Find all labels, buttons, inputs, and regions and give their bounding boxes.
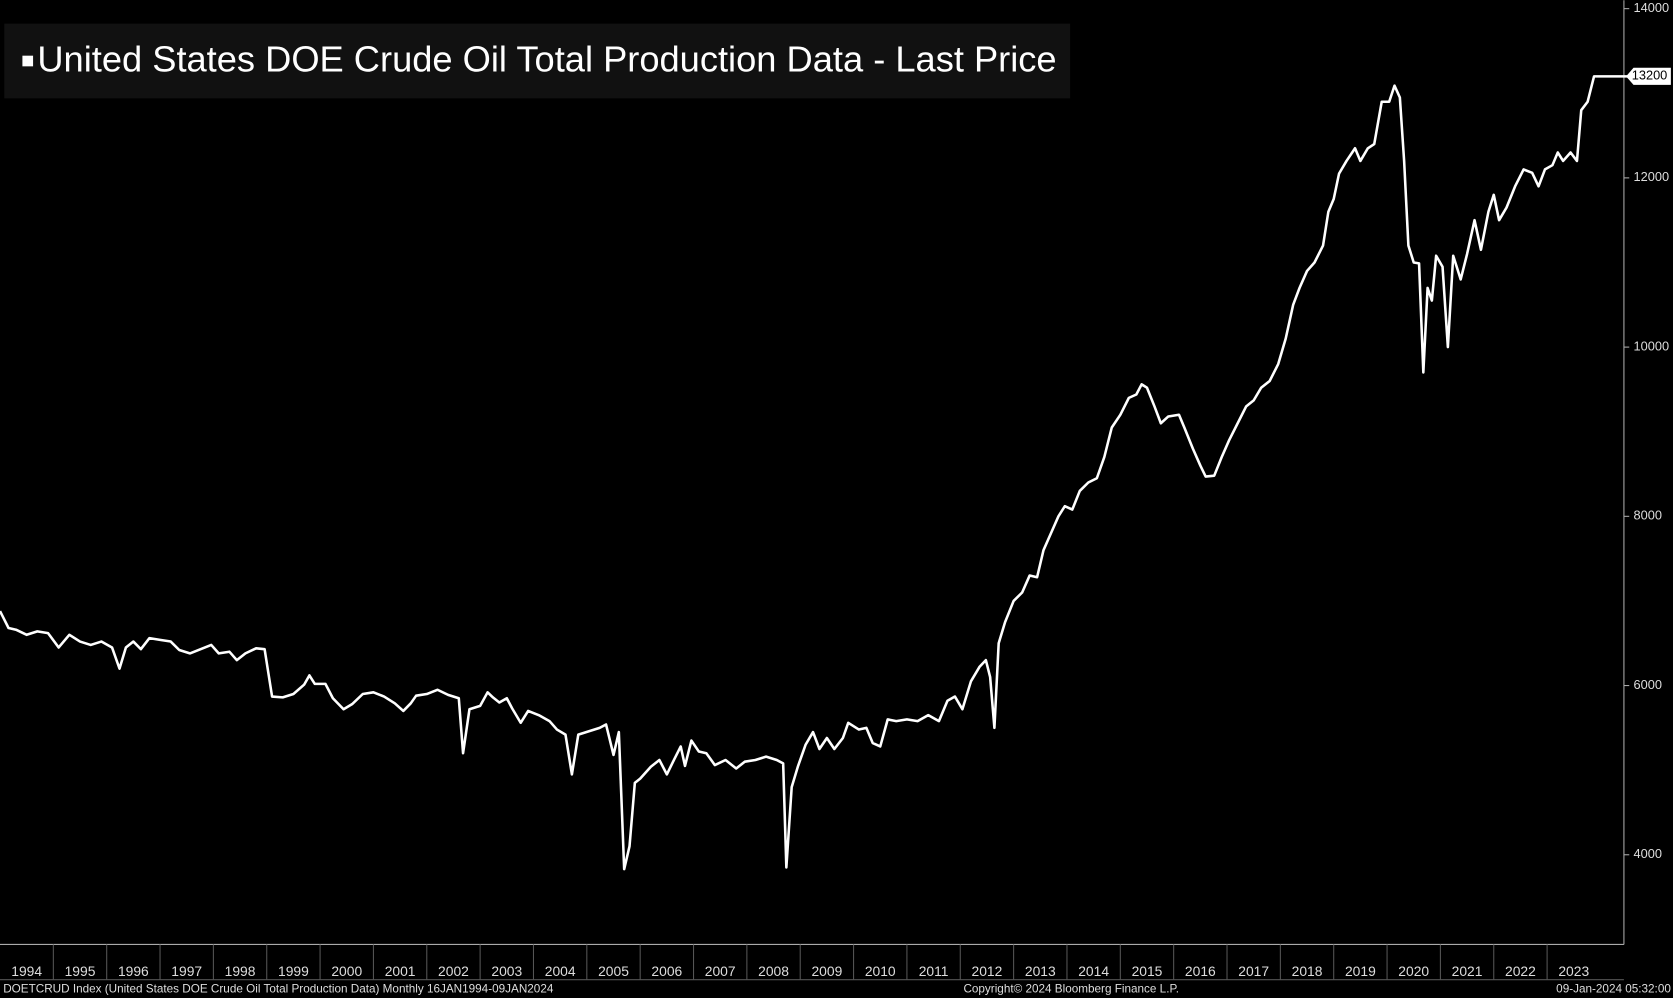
x-tick-label: 1998 [225, 963, 256, 979]
x-tick-label: 2018 [1292, 963, 1323, 979]
x-tick-label: 2013 [1025, 963, 1056, 979]
footer-center: Copyright© 2024 Bloomberg Finance L.P. [963, 982, 1179, 995]
x-tick-label: 2006 [651, 963, 682, 979]
x-tick-label: 2021 [1452, 963, 1483, 979]
x-tick-label: 2002 [438, 963, 469, 979]
footer-left: DOETCRUD Index (United States DOE Crude … [3, 982, 554, 995]
x-tick-label: 2012 [972, 963, 1003, 979]
footer-right: 09-Jan-2024 05:32:00 [1556, 982, 1671, 995]
price-line [0, 75, 1630, 871]
x-tick-label: 2008 [758, 963, 789, 979]
y-tick-label: 14000 [1634, 0, 1670, 15]
x-tick-label: 1994 [11, 963, 42, 979]
x-tick-label: 2004 [545, 963, 576, 979]
x-tick-label: 2019 [1345, 963, 1376, 979]
x-tick-label: 1999 [278, 963, 309, 979]
y-tick-label: 10000 [1634, 338, 1670, 353]
x-tick-label: 1997 [171, 963, 202, 979]
x-tick-label: 2014 [1078, 963, 1109, 979]
last-price-label: 13200 [1632, 68, 1668, 83]
legend-swatch [22, 55, 34, 67]
x-tick-label: 2007 [705, 963, 736, 979]
y-tick-label: 6000 [1634, 677, 1662, 692]
x-tick-label: 2005 [598, 963, 629, 979]
x-tick-label: 2020 [1398, 963, 1429, 979]
x-tick-label: 2017 [1238, 963, 1269, 979]
x-tick-label: 2016 [1185, 963, 1216, 979]
legend: United States DOE Crude Oil Total Produc… [4, 23, 1071, 99]
y-tick-label: 12000 [1634, 169, 1670, 184]
x-tick-label: 2022 [1505, 963, 1536, 979]
last-price-tag [1626, 67, 1671, 85]
x-tick-label: 2011 [919, 963, 949, 979]
x-tick-label: 2001 [385, 963, 416, 979]
chart-title: United States DOE Crude Oil Total Produc… [37, 39, 1056, 80]
legend-box [4, 23, 1071, 99]
x-tick-label: 2003 [491, 963, 522, 979]
y-tick-label: 8000 [1634, 508, 1662, 523]
x-tick-label: 2023 [1558, 963, 1589, 979]
x-tick-label: 2009 [811, 963, 842, 979]
x-tick-label: 2000 [331, 963, 362, 979]
y-tick-label: 4000 [1634, 846, 1662, 861]
x-tick-label: 1995 [65, 963, 96, 979]
x-tick-label: 1996 [118, 963, 149, 979]
x-tick-label: 2010 [865, 963, 896, 979]
x-tick-label: 2015 [1132, 963, 1163, 979]
